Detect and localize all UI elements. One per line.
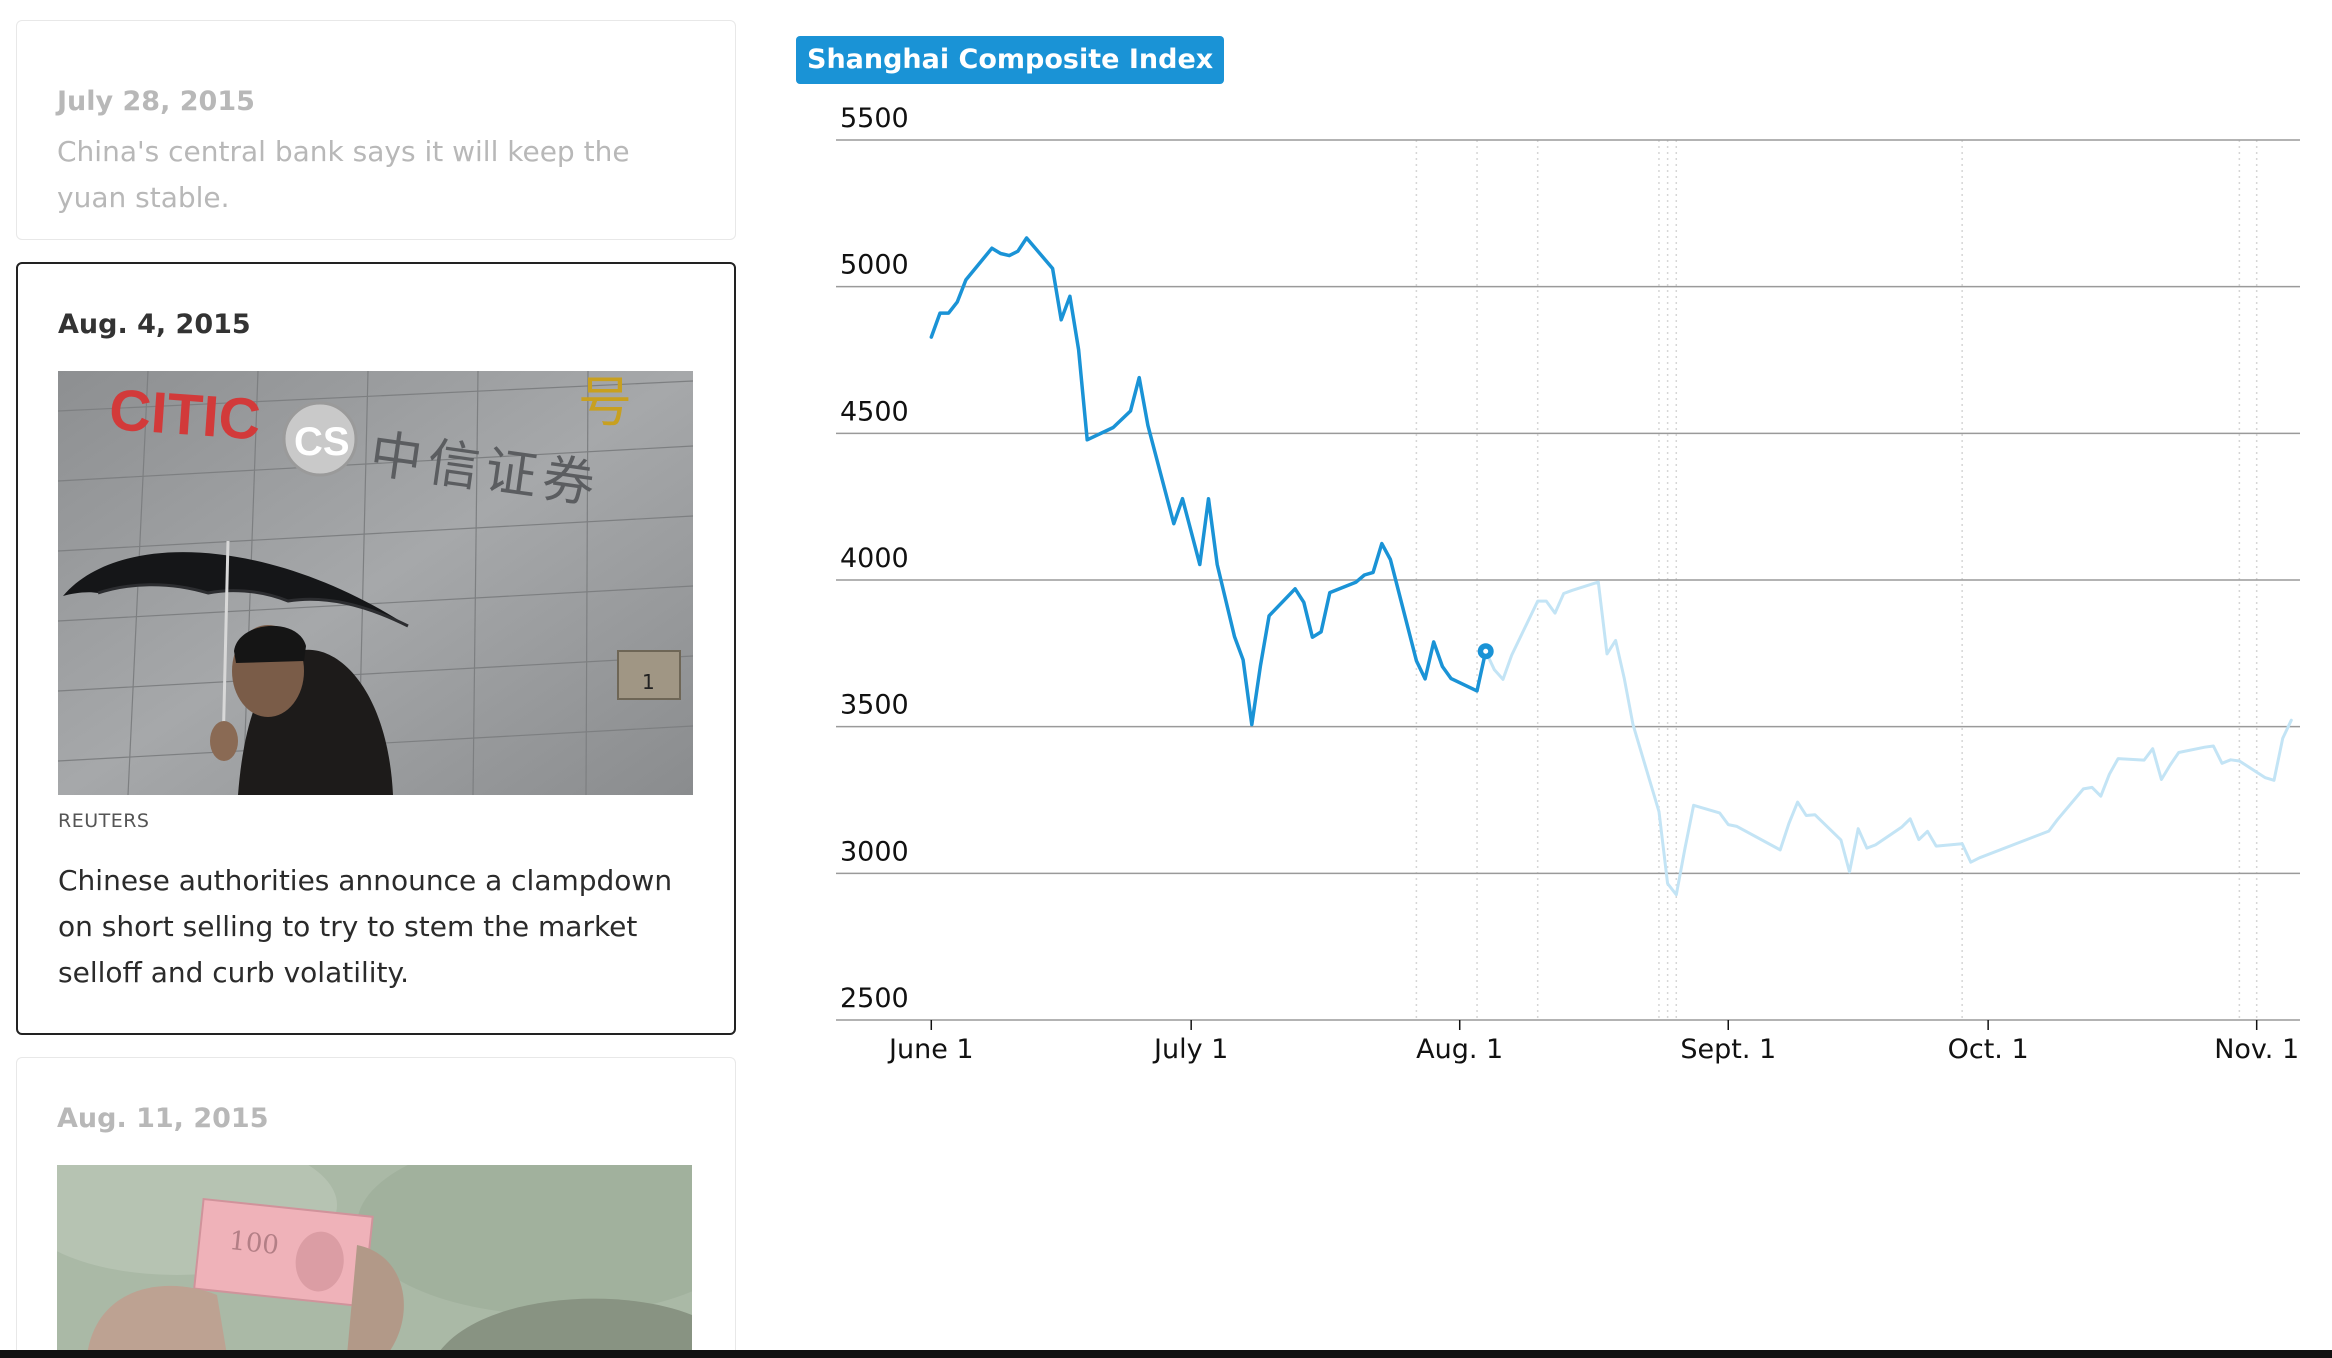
x-tick-label: Nov. 1 (2214, 1034, 2299, 1065)
timeline-card-text: Chinese authorities announce a clampdown… (58, 864, 673, 989)
x-tick-label: Oct. 1 (1948, 1034, 2029, 1065)
y-tick-label: 3000 (840, 836, 909, 867)
timeline-card-date: Aug. 4, 2015 (58, 309, 251, 340)
y-tick-label: 5500 (840, 103, 909, 134)
current-point-marker-center (1483, 648, 1489, 654)
sign-logo: CS (294, 420, 350, 464)
timeline-card-date: July 28, 2015 (57, 86, 255, 117)
x-tick-label: July 1 (1152, 1034, 1228, 1065)
y-tick-label: 2500 (840, 983, 909, 1014)
sign-citic: CITIC (107, 377, 263, 452)
news-photo: CITIC CS 中信证券 号 1 (58, 371, 693, 795)
plaque-number: 1 (642, 670, 655, 694)
timeline-card-text: China's central bank says it will keep t… (57, 135, 630, 214)
x-tick-label: Aug. 1 (1416, 1034, 1503, 1065)
x-tick-label: Sept. 1 (1680, 1034, 1776, 1065)
timeline-card-active[interactable]: Aug. 4, 2015 (16, 262, 736, 1035)
banknote-value: 100 (228, 1226, 281, 1261)
news-photo: 100 (57, 1165, 692, 1355)
timeline-card-date: Aug. 11, 2015 (57, 1103, 269, 1134)
bottom-edge-bar (0, 1350, 2332, 1358)
sign-corner: 号 (578, 371, 632, 434)
timeline-card[interactable]: Aug. 11, 2015 100 (16, 1057, 736, 1358)
series-line-upcoming (1484, 580, 2293, 897)
y-tick-label: 3500 (840, 690, 909, 721)
chart-title: Shanghai Composite Index (796, 36, 1225, 84)
x-tick-label: June 1 (887, 1034, 974, 1065)
series-line-shown (929, 236, 1488, 727)
timeline-card[interactable]: July 28, 2015 China's central bank says … (16, 20, 736, 240)
y-tick-label: 5000 (840, 250, 909, 281)
y-tick-label: 4000 (840, 543, 909, 574)
photo-credit: REUTERS (58, 810, 150, 832)
y-tick-label: 4500 (840, 396, 909, 427)
